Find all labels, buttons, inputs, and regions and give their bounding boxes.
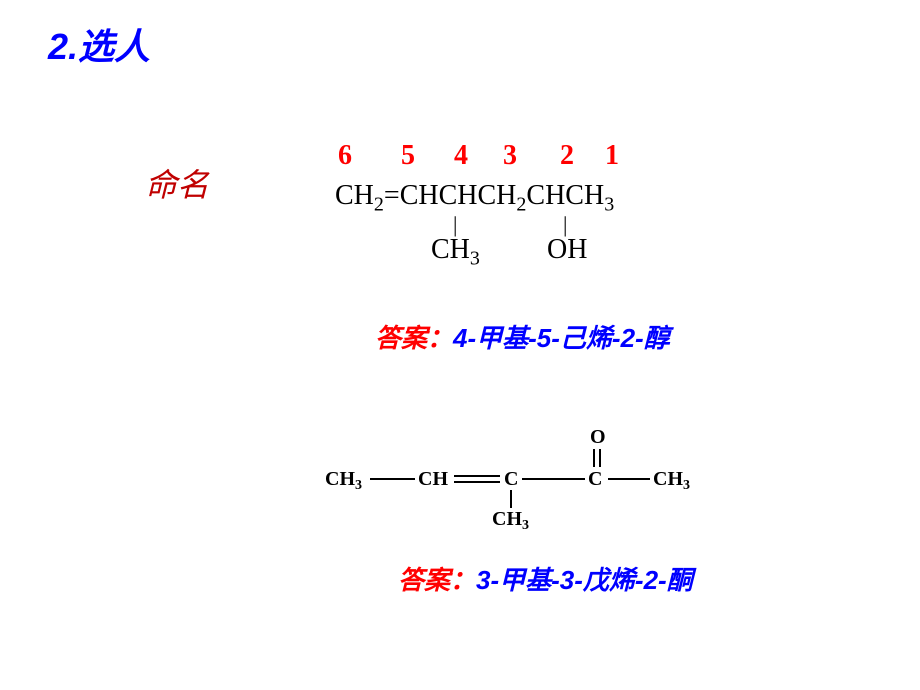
structure-2-svg: O CH3 CH C C CH3 CH3 xyxy=(320,425,700,535)
answer-content: 3-甲基-3-戊烯-2-酮 xyxy=(476,565,693,595)
ch3-right: CH3 xyxy=(653,468,690,493)
ch-mid: CH xyxy=(418,468,448,490)
carbon-num-3: 3 xyxy=(503,140,517,172)
chain-sub: 2 xyxy=(374,194,384,216)
carbon-num-5: 5 xyxy=(401,140,415,172)
chain-part: CH xyxy=(335,180,374,211)
answer-label: 答案： xyxy=(375,323,453,353)
chain-part: CHCH xyxy=(526,180,604,211)
section-heading: 2.选人 xyxy=(48,18,150,70)
carbon-num-4: 4 xyxy=(454,140,468,172)
chemical-structure-2: O CH3 CH C C CH3 CH3 xyxy=(320,425,700,540)
main-chain-1: CH2=CHCHCH2CHCH3 xyxy=(335,180,614,212)
chain-part: =CHCHCH xyxy=(384,180,516,211)
answer-2: 答案：3-甲基-3-戊烯-2-酮 xyxy=(398,560,693,597)
ch3-left: CH3 xyxy=(325,468,362,493)
ch3-sub: 3 xyxy=(470,248,480,270)
carbon-num-1: 1 xyxy=(605,140,619,172)
chain-sub: 3 xyxy=(604,194,614,216)
naming-label: 命名 xyxy=(145,160,209,206)
carbon-num-2: 2 xyxy=(560,140,574,172)
c-right: C xyxy=(588,468,602,490)
oxygen-label: O xyxy=(590,426,606,448)
carbon-num-6: 6 xyxy=(338,140,352,172)
methyl-substituent: CH3 xyxy=(431,234,480,266)
hydroxyl-substituent: OH xyxy=(547,234,587,266)
c-mid: C xyxy=(504,468,518,490)
chain-sub: 2 xyxy=(516,194,526,216)
carbon-numbers: 6 5 4 3 2 1 xyxy=(338,140,619,172)
answer-content: 4-甲基-5-己烯-2-醇 xyxy=(453,323,670,353)
answer-1: 答案：4-甲基-5-己烯-2-醇 xyxy=(375,318,670,355)
chemical-structure-1: CH2=CHCHCH2CHCH3 | | CH3 OH xyxy=(335,180,614,214)
ch3-text: CH xyxy=(431,234,470,265)
ch3-bottom: CH3 xyxy=(492,508,529,533)
answer-label: 答案： xyxy=(398,565,476,595)
